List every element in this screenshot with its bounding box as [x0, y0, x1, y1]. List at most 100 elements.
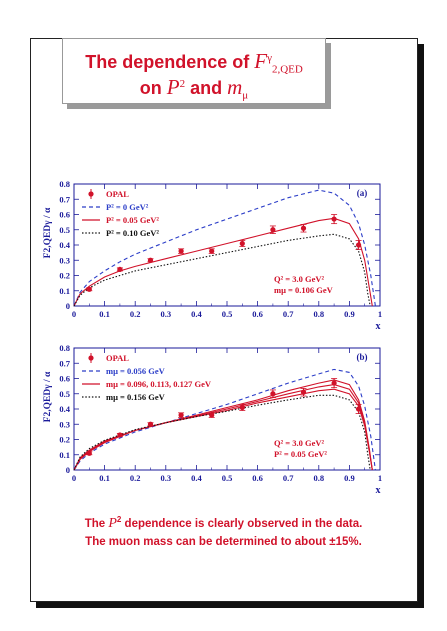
legend-label: P² = 0 GeV² [106, 202, 149, 212]
annotation-text: Q² = 3.0 GeV² [274, 438, 325, 448]
x-tick-label: 0.9 [344, 309, 355, 319]
footer-2-prefix: The muon mass can be determined to about [85, 536, 330, 548]
annotation-text: mμ = 0.106 GeV [274, 285, 334, 295]
legend-label: OPAL [106, 189, 129, 199]
data-point [178, 412, 184, 418]
title-line-2: on P2 and mμ [63, 75, 325, 102]
data-point [147, 257, 154, 263]
legend-label: OPAL [106, 353, 129, 363]
x-tick-label: 0.9 [344, 473, 355, 483]
data-point [209, 412, 215, 418]
data-point [239, 404, 245, 411]
x-tick-label: 0.8 [313, 309, 324, 319]
footer-line-1: The P2 dependence is clearly observed in… [0, 515, 447, 532]
data-point [239, 240, 245, 247]
data-point [300, 389, 307, 395]
footer-1-sup: 2 [116, 515, 122, 524]
y-tick-label: 0.2 [59, 435, 70, 445]
legend-marker [88, 355, 94, 361]
title-m-sub: μ [242, 89, 249, 102]
annotation-text: Q² = 3.0 GeV² [274, 274, 325, 284]
panel-label: (a) [357, 188, 368, 198]
footer-1-suffix: dependence is clearly observed in the da… [121, 517, 363, 530]
x-tick-label: 0.1 [99, 473, 110, 483]
footer-line-2: The muon mass can be determined to about… [0, 536, 447, 548]
title-m: m [227, 75, 243, 99]
y-tick-label: 0.7 [59, 358, 70, 368]
x-tick-label: 0.3 [160, 473, 171, 483]
series-line-solid-1 [73, 217, 373, 307]
x-tick-label: 0.2 [130, 473, 141, 483]
legend-marker [88, 191, 94, 197]
y-tick-label: 0.8 [59, 343, 70, 353]
y-tick-label: 0.3 [59, 255, 70, 265]
y-tick-label: 0.5 [59, 389, 70, 399]
x-tick-label: 0.6 [252, 309, 263, 319]
poster-page [30, 38, 418, 602]
title-symbol-sup: γ [267, 52, 272, 64]
panel-b: 0 0.1 0.2 0.3 0.4 0.5 0.6 0.7 0.8 0.9 1 0 0.1 0.2 0.3 0… [43, 343, 382, 496]
title-P-sup: 2 [179, 78, 186, 90]
series-line-solid-1 [73, 379, 373, 471]
y-axis-label: F2,QEDγ / α [43, 207, 53, 258]
data-point [117, 266, 123, 272]
panel-label: (b) [357, 352, 368, 362]
data-point [355, 242, 362, 248]
y-tick-label: 0.4 [59, 240, 70, 250]
x-tick-label: 0.7 [283, 473, 294, 483]
legend-label: mμ = 0.156 GeV [106, 392, 166, 402]
y-tick-label: 0.6 [59, 210, 70, 220]
y-tick-label: 0.1 [59, 450, 70, 460]
title-line-1: The dependence of Fγ2,QED [63, 49, 325, 76]
data-point [86, 286, 92, 292]
x-axis-label: x [376, 485, 381, 496]
y-tick-label: 0.6 [59, 374, 70, 384]
x-tick-label: 0.4 [191, 473, 202, 483]
data-point [209, 248, 215, 254]
title-P: P [166, 75, 180, 99]
x-tick-label: 0.4 [191, 309, 202, 319]
legend-label: mμ = 0.096, 0.113, 0.127 GeV [106, 379, 212, 389]
footer-1-P: P [108, 515, 117, 531]
series-line-dotted-4 [73, 394, 371, 471]
title-and: and [185, 78, 228, 98]
data-point [355, 406, 362, 412]
panel-a: 0 0.1 0.2 0.3 0.4 0.5 0.6 0.7 0.8 0.9 1 0 0.1 0.2 0.3 0… [43, 179, 382, 332]
x-tick-label: 0 [72, 473, 76, 483]
footer-2-value: ±15%. [329, 536, 362, 548]
legend-label: mμ = 0.056 GeV [106, 366, 166, 376]
title-prefix: The dependence of [85, 52, 255, 72]
series-line-dashed-0 [73, 189, 376, 307]
x-tick-label: 0.1 [99, 309, 110, 319]
y-tick-label: 0 [66, 465, 70, 475]
data-point [331, 380, 337, 386]
annotation-text: P² = 0.05 GeV² [274, 449, 327, 459]
x-tick-label: 0 [72, 309, 76, 319]
series-line-dotted-2 [73, 233, 371, 307]
x-axis-label: x [376, 321, 381, 332]
x-tick-label: 0.5 [222, 473, 233, 483]
x-tick-label: 0.5 [222, 309, 233, 319]
title-on: on [139, 78, 167, 98]
data-point [300, 225, 307, 231]
y-tick-label: 0.1 [59, 286, 70, 296]
data-point [270, 391, 276, 397]
data-point [117, 432, 123, 438]
title-symbol-sub: 2,QED [271, 63, 303, 76]
data-point [147, 421, 154, 427]
y-axis-label: F2,QEDγ / α [43, 371, 53, 422]
footer-1-prefix: The [84, 517, 109, 530]
data-point [331, 216, 337, 222]
y-tick-label: 0.3 [59, 419, 70, 429]
data-point [270, 227, 276, 233]
x-tick-label: 0.8 [313, 473, 324, 483]
title-symbol-F: F [254, 49, 268, 73]
x-tick-label: 0.2 [130, 309, 141, 319]
y-tick-label: 0 [66, 301, 70, 311]
legend-label: P² = 0.05 GeV² [106, 215, 159, 225]
legend-label: P² = 0.10 GeV² [106, 228, 159, 238]
x-tick-label: 0.7 [283, 309, 294, 319]
x-tick-label: 0.6 [252, 473, 263, 483]
series-line-solid-3 [73, 388, 373, 471]
